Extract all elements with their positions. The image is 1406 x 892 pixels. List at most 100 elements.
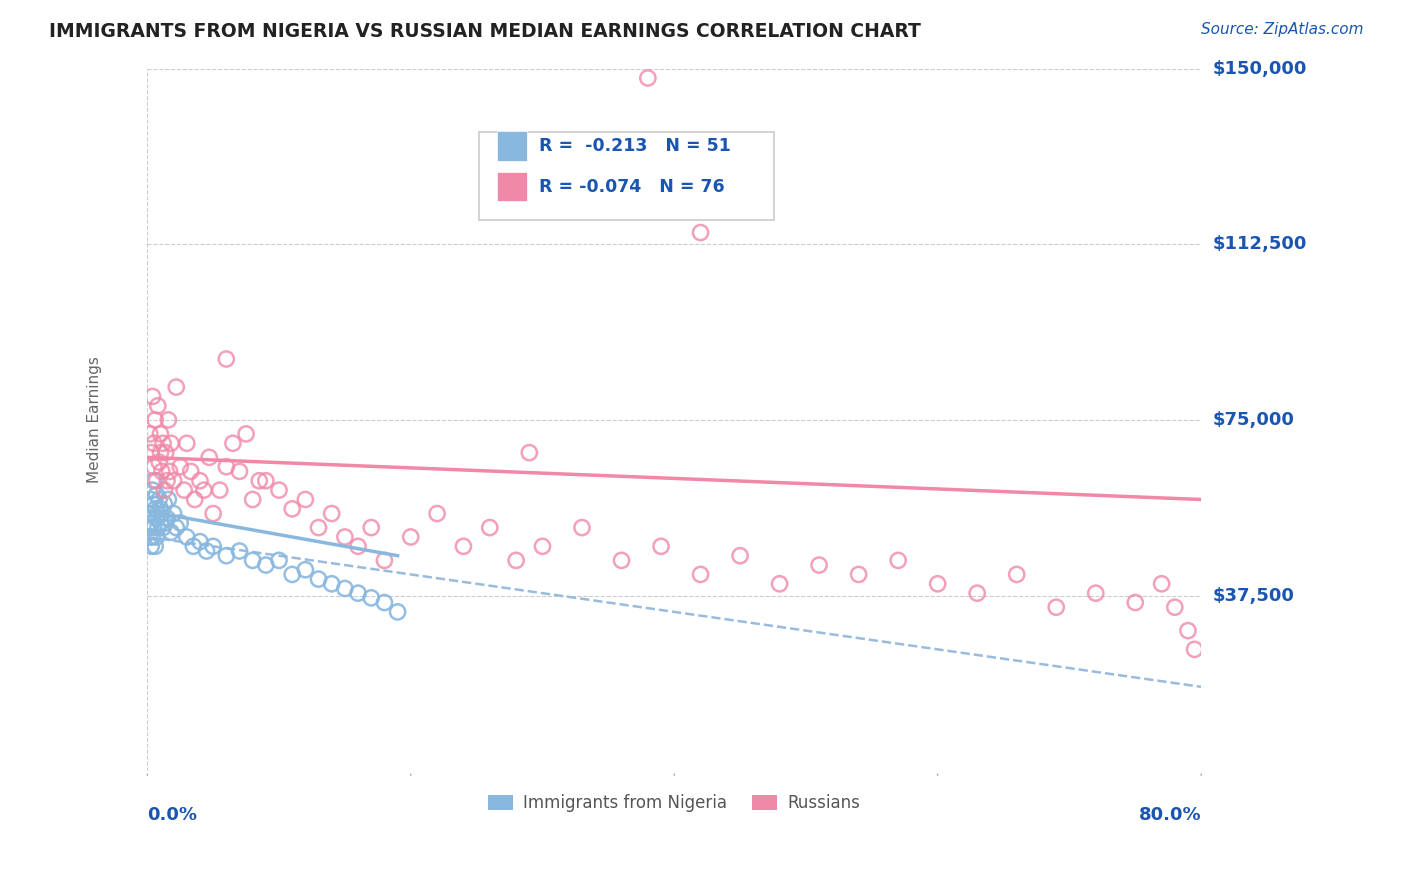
- Point: [152, 520, 174, 534]
- Point: [176, 530, 198, 544]
- Point: [149, 516, 172, 530]
- Point: [141, 539, 163, 553]
- Point: [139, 426, 162, 441]
- FancyBboxPatch shape: [498, 172, 527, 202]
- Point: [162, 474, 184, 488]
- Point: [887, 553, 910, 567]
- Point: [142, 474, 165, 488]
- Point: [169, 516, 191, 530]
- Point: [1164, 600, 1187, 615]
- Point: [267, 553, 290, 567]
- Point: [360, 520, 382, 534]
- Point: [152, 436, 174, 450]
- Point: [1184, 642, 1206, 657]
- Point: [347, 539, 370, 553]
- FancyBboxPatch shape: [498, 131, 527, 161]
- Text: $75,000: $75,000: [1212, 411, 1294, 429]
- Point: [148, 455, 170, 469]
- Point: [1177, 624, 1199, 638]
- Point: [373, 595, 395, 609]
- Point: [254, 474, 277, 488]
- Point: [202, 539, 225, 553]
- Point: [478, 520, 501, 534]
- Point: [148, 492, 170, 507]
- Text: $112,500: $112,500: [1212, 235, 1306, 253]
- Point: [208, 483, 231, 497]
- Point: [242, 553, 264, 567]
- Point: [1045, 600, 1067, 615]
- Point: [308, 520, 330, 534]
- Point: [142, 507, 165, 521]
- Point: [505, 553, 527, 567]
- Point: [142, 483, 165, 497]
- Point: [143, 539, 166, 553]
- Point: [160, 525, 183, 540]
- Point: [242, 492, 264, 507]
- FancyBboxPatch shape: [479, 132, 775, 219]
- Point: [202, 507, 225, 521]
- Point: [228, 544, 250, 558]
- Point: [188, 474, 211, 488]
- Point: [173, 483, 195, 497]
- Text: R = -0.074   N = 76: R = -0.074 N = 76: [540, 178, 725, 195]
- Point: [689, 567, 711, 582]
- Point: [141, 445, 163, 459]
- Point: [808, 558, 831, 572]
- Point: [159, 464, 181, 478]
- Point: [150, 464, 173, 478]
- Point: [215, 459, 238, 474]
- Point: [193, 483, 215, 497]
- Point: [143, 413, 166, 427]
- Point: [160, 436, 183, 450]
- Point: [1150, 576, 1173, 591]
- Point: [610, 553, 633, 567]
- Point: [228, 464, 250, 478]
- Text: R =  -0.213   N = 51: R = -0.213 N = 51: [540, 136, 731, 155]
- Point: [141, 516, 163, 530]
- Point: [571, 520, 593, 534]
- Point: [188, 534, 211, 549]
- Point: [149, 426, 172, 441]
- Point: [198, 450, 221, 465]
- Point: [157, 413, 180, 427]
- Point: [281, 567, 304, 582]
- Point: [1084, 586, 1107, 600]
- Text: Source: ZipAtlas.com: Source: ZipAtlas.com: [1201, 22, 1364, 37]
- Point: [156, 474, 179, 488]
- Point: [517, 445, 540, 459]
- Point: [347, 586, 370, 600]
- Point: [145, 488, 167, 502]
- Point: [1005, 567, 1028, 582]
- Point: [145, 474, 167, 488]
- Point: [169, 459, 191, 474]
- Text: $150,000: $150,000: [1212, 60, 1306, 78]
- Point: [637, 70, 659, 85]
- Point: [848, 567, 870, 582]
- Point: [360, 591, 382, 605]
- Point: [254, 558, 277, 572]
- Point: [215, 549, 238, 563]
- Point: [142, 389, 165, 403]
- Point: [399, 530, 422, 544]
- Point: [146, 520, 169, 534]
- Text: 80.0%: 80.0%: [1139, 806, 1201, 824]
- Point: [138, 520, 160, 534]
- Point: [768, 576, 790, 591]
- Point: [139, 530, 162, 544]
- Point: [139, 507, 162, 521]
- Point: [165, 520, 187, 534]
- Point: [142, 520, 165, 534]
- Point: [426, 507, 449, 521]
- Point: [247, 474, 270, 488]
- Point: [966, 586, 988, 600]
- Point: [142, 459, 165, 474]
- Point: [689, 226, 711, 240]
- Point: [333, 530, 356, 544]
- Point: [165, 380, 187, 394]
- Point: [281, 501, 304, 516]
- Point: [143, 501, 166, 516]
- Point: [183, 492, 205, 507]
- Point: [294, 563, 316, 577]
- Point: [142, 530, 165, 544]
- Point: [195, 544, 218, 558]
